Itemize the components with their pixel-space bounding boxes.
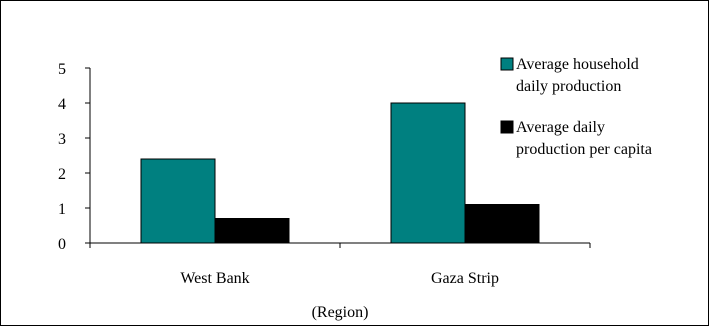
x-tick-label: Gaza Strip [431, 270, 499, 287]
legend-swatch-series-1 [500, 57, 514, 71]
bar-gaza-strip-series-2 [464, 204, 540, 244]
legend-label-series-1: Average household daily production [516, 56, 639, 95]
x-ticks-group: West Bank Gaza Strip [89, 243, 591, 287]
y-tick-label: 1 [58, 201, 66, 218]
y-tick-label: 4 [58, 96, 66, 113]
bar-west-bank-series-2 [214, 218, 290, 244]
y-tick-label: 2 [58, 166, 66, 183]
y-tick-label: 0 [58, 236, 66, 253]
bar-gaza-strip-series-1 [390, 102, 466, 244]
bars-group [140, 102, 540, 244]
bar-west-bank-series-1 [140, 158, 216, 244]
y-tick-label: 3 [58, 131, 66, 148]
y-ticks-group: 0 1 2 3 4 5 [58, 61, 90, 253]
y-tick-label: 5 [58, 61, 66, 78]
x-tick-label: West Bank [180, 270, 249, 287]
x-axis-label: (Region) [312, 304, 369, 321]
legend: Average household daily production Average… [500, 56, 652, 158]
legend-label-series-2: Average daily production per capita [516, 119, 652, 158]
legend-swatch-series-2 [500, 120, 514, 134]
